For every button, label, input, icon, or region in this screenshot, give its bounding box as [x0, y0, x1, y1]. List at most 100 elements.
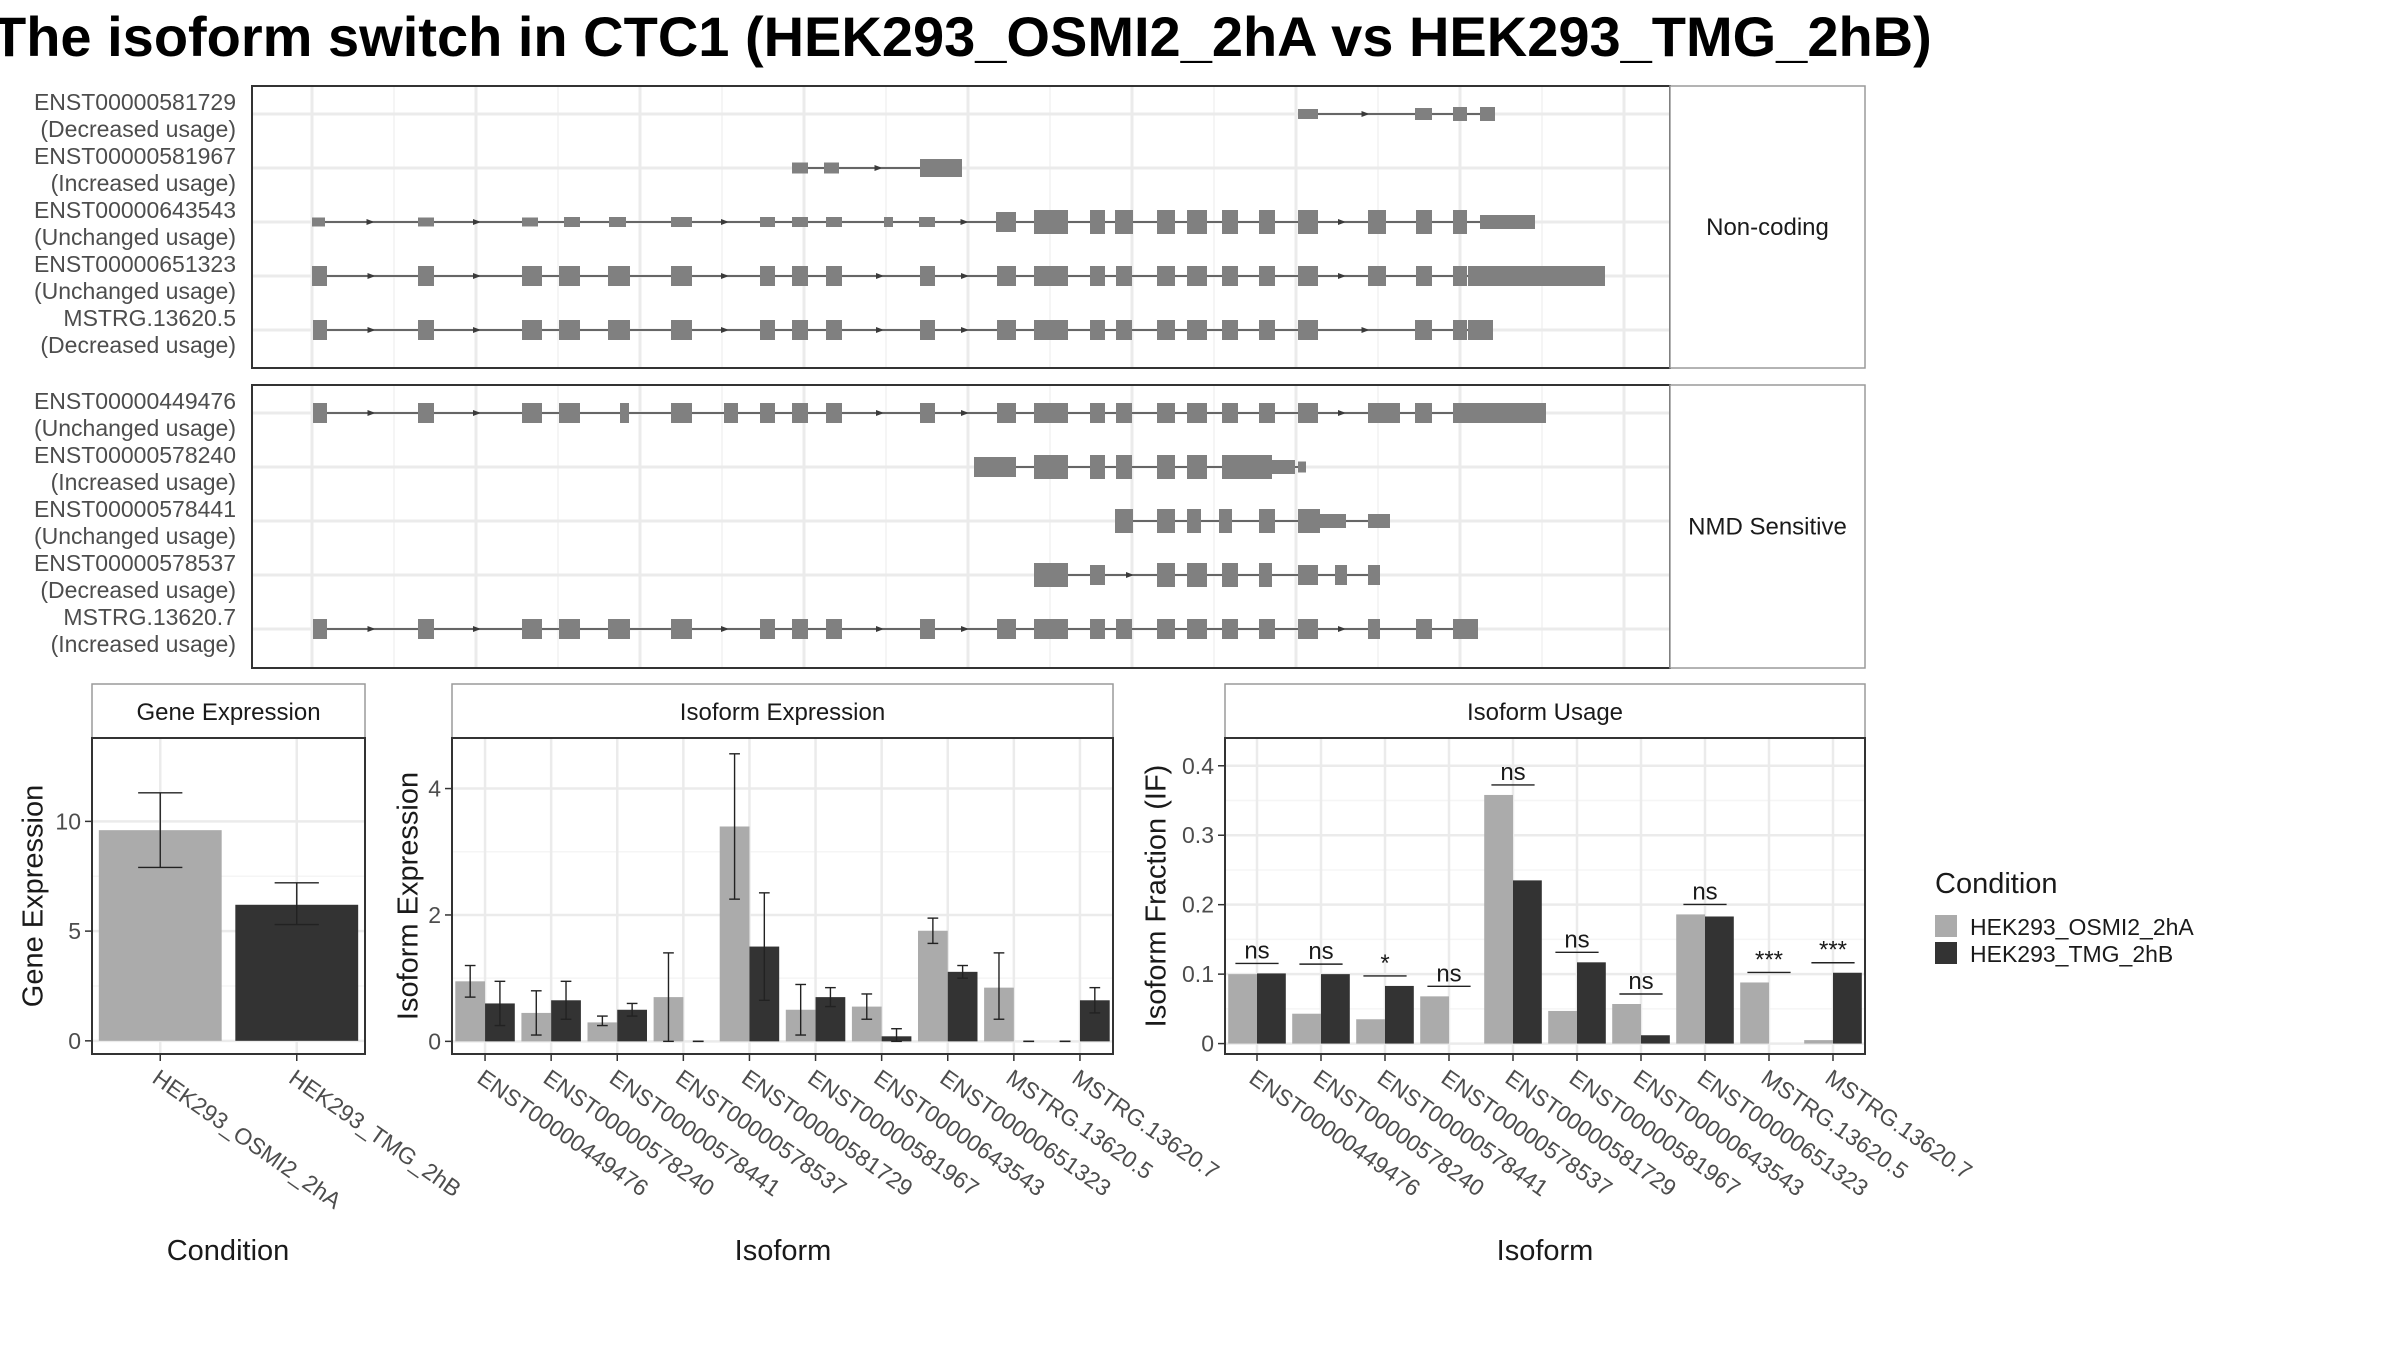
strand-arrow — [473, 273, 481, 279]
strand-arrow — [366, 219, 375, 225]
exon — [1157, 509, 1175, 533]
exon — [559, 320, 580, 340]
legend-swatch-condition-b — [1935, 942, 1957, 964]
exon — [1157, 563, 1175, 587]
strand-arrow — [367, 327, 376, 333]
exon — [1187, 563, 1207, 587]
exon — [1298, 509, 1320, 533]
error-bar — [758, 892, 770, 1001]
bar-ENST00000578441-s2 — [1385, 985, 1414, 1044]
transcript-usage-label: (Increased usage) — [51, 469, 236, 495]
exon — [1415, 108, 1432, 120]
transcript-ENST00000578537: ENST00000578537(Decreased usage) — [34, 550, 1380, 603]
bar-ENST00000449476-s1 — [1228, 974, 1257, 1044]
exon — [1034, 619, 1068, 639]
strand-arrow — [1361, 327, 1370, 333]
exon — [1116, 455, 1132, 479]
exon — [313, 619, 327, 639]
exon — [1116, 266, 1132, 286]
transcript-usage-label: (Decreased usage) — [40, 116, 236, 142]
exon — [671, 320, 692, 340]
exon — [608, 266, 630, 286]
exon — [418, 320, 434, 340]
transcript-structure-plot: ENST00000581729(Decreased usage)ENST0000… — [34, 85, 1866, 669]
exon — [1272, 460, 1295, 474]
exon — [1298, 565, 1318, 585]
exon — [1298, 461, 1306, 473]
exon — [1298, 266, 1318, 286]
strand-arrow — [876, 273, 884, 279]
exon — [1222, 455, 1272, 479]
exon — [792, 217, 808, 227]
y-tick-label: 0 — [1201, 1031, 1214, 1057]
exon — [671, 266, 692, 286]
exon — [559, 403, 580, 423]
exon — [1368, 210, 1386, 234]
y-tick-label: 10 — [55, 808, 81, 834]
strand-arrow — [1338, 273, 1346, 279]
transcript-usage-label: (Unchanged usage) — [34, 224, 236, 250]
transcript-ENST00000578240: ENST00000578240(Increased usage) — [34, 442, 1306, 495]
exon — [1298, 210, 1318, 234]
exon — [1259, 210, 1275, 234]
significance-label: *** — [1755, 946, 1783, 973]
exon — [1034, 563, 1052, 587]
transcript-id-label: ENST00000651323 — [34, 251, 236, 277]
error-bar — [138, 792, 183, 869]
plot-border — [451, 737, 1114, 1055]
transcript-ENST00000581967: ENST00000581967(Increased usage) — [34, 143, 962, 196]
exon — [1480, 215, 1535, 229]
exon — [418, 266, 434, 286]
legend-title: Condition — [1935, 868, 2058, 900]
exon — [1453, 210, 1467, 234]
exon — [1222, 403, 1238, 423]
facet-strip — [1669, 384, 1866, 669]
exon — [608, 619, 630, 639]
exon — [1034, 210, 1068, 234]
strand-arrow — [1361, 111, 1370, 117]
exon — [884, 217, 893, 227]
exon — [792, 162, 808, 174]
exon — [1259, 403, 1275, 423]
exon — [1187, 266, 1207, 286]
transcript-usage-label: (Unchanged usage) — [34, 415, 236, 441]
transcript-ENST00000643543: ENST00000643543(Unchanged usage) — [34, 197, 1535, 250]
exon — [564, 217, 580, 227]
exon — [1187, 619, 1207, 639]
transcript-id-label: ENST00000643543 — [34, 197, 236, 223]
significance-label: * — [1380, 950, 1389, 977]
exon — [418, 217, 434, 227]
strand-arrow — [721, 219, 729, 225]
chart-panel-2: Isoform ExpressionENST00000449476ENST000… — [392, 683, 1224, 1267]
exon — [826, 619, 842, 639]
exon — [1116, 619, 1132, 639]
exon — [1368, 403, 1380, 423]
exon — [1052, 563, 1068, 587]
strand-arrow — [721, 327, 729, 333]
exon — [1259, 619, 1275, 639]
y-tick-label: 0 — [68, 1028, 81, 1054]
exon — [1222, 210, 1238, 234]
exon — [1187, 210, 1207, 234]
exon — [1219, 509, 1232, 533]
significance-label: ns — [1436, 960, 1461, 987]
error-bar — [663, 952, 674, 1043]
exon — [826, 217, 842, 227]
significance-label: ns — [1500, 759, 1525, 786]
exon — [1090, 403, 1105, 423]
exon — [1468, 320, 1493, 340]
bar-ENST00000578441-s1 — [1356, 1019, 1385, 1044]
bar-charts: Gene ExpressionHEK293_OSMI2_2hAHEK293_TM… — [17, 683, 1977, 1267]
error-bar — [861, 993, 873, 1020]
exon — [920, 403, 935, 423]
exon — [1222, 320, 1238, 340]
exon — [1453, 107, 1467, 121]
exon — [1468, 266, 1605, 286]
exon — [522, 266, 542, 286]
y-tick-label: 2 — [428, 902, 441, 928]
exon — [1090, 455, 1105, 479]
bar-ENST00000651323-s2 — [947, 971, 978, 1042]
y-axis-title: Isoform Fraction (IF) — [1140, 765, 1172, 1028]
strand-arrow — [961, 626, 969, 632]
